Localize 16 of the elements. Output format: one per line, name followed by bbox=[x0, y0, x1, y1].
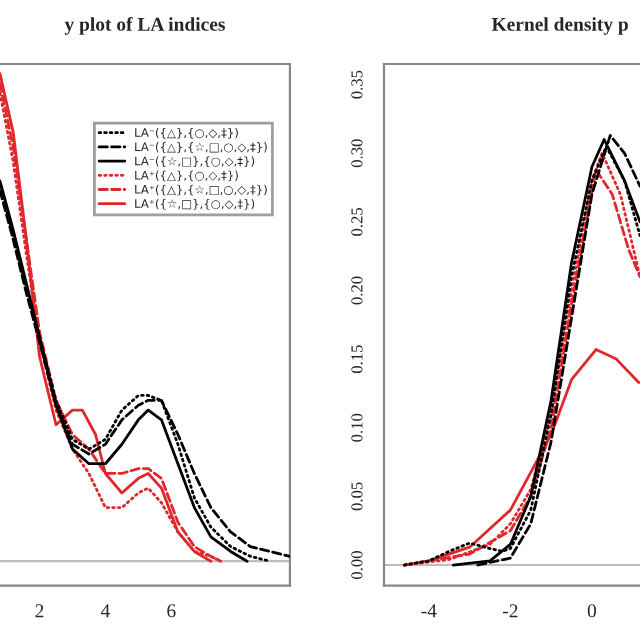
y-tick-label: 0.35 bbox=[351, 70, 363, 99]
y-tick-label: 0.15 bbox=[351, 345, 363, 374]
y-tick-label: 0.25 bbox=[351, 207, 363, 236]
x-tick-label: 4 bbox=[100, 604, 110, 618]
x-tick-label: -2 bbox=[502, 604, 518, 618]
x-tick-label: 0 bbox=[587, 604, 597, 618]
x-tick-label: 6 bbox=[167, 604, 176, 618]
chart-title: y plot of LA indices bbox=[64, 16, 225, 35]
y-tick-label: 0.30 bbox=[351, 139, 363, 168]
x-tick-label: 2 bbox=[35, 604, 44, 618]
y-tick-label: 0.10 bbox=[351, 413, 363, 442]
y-tick-label: 0.05 bbox=[351, 482, 363, 511]
y-tick-label: 0.00 bbox=[351, 551, 363, 579]
chart-title: Kernel density p bbox=[491, 17, 628, 35]
y-tick-label: 0.20 bbox=[351, 276, 363, 305]
x-tick-label: -4 bbox=[421, 604, 437, 618]
